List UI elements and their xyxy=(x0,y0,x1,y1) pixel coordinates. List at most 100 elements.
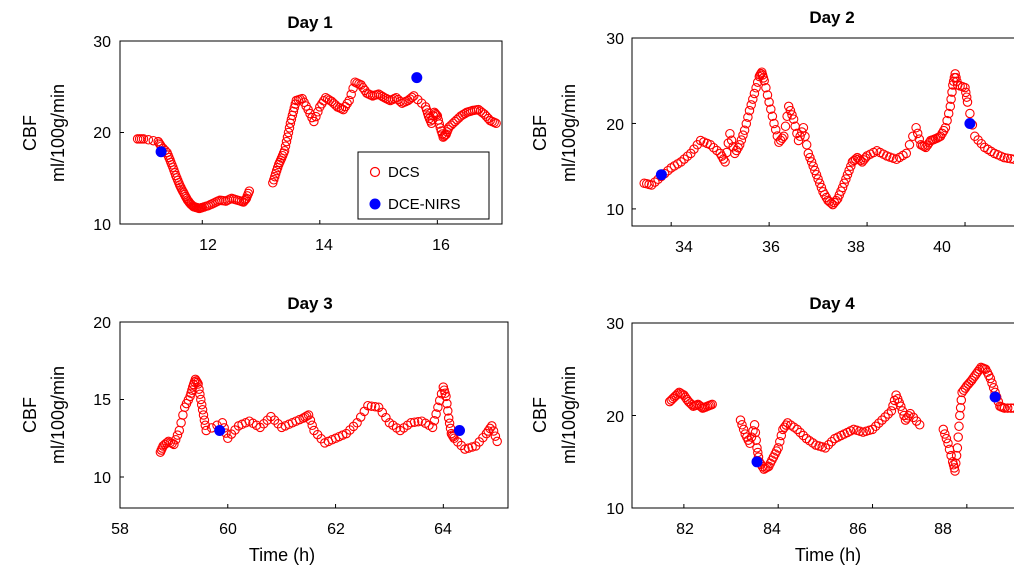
dcs-point xyxy=(177,419,185,427)
legend-dce-nirs-marker xyxy=(370,199,381,210)
legend: DCS DCE-NIRS xyxy=(358,152,489,219)
y-tick-labels: 30 20 10 xyxy=(606,31,624,219)
dcs-point xyxy=(914,129,922,137)
dce-nirs-point xyxy=(214,425,225,436)
y-tick-label: 30 xyxy=(606,316,624,333)
dcs-point xyxy=(179,411,187,419)
dcs-point xyxy=(944,439,952,447)
x-tick-labels: 82 84 86 88 xyxy=(676,521,952,538)
dcs-point xyxy=(738,421,746,429)
dcs-point xyxy=(202,426,210,434)
plot-frame xyxy=(632,323,1014,508)
dcs-point xyxy=(945,445,953,453)
dcs-point xyxy=(952,459,960,467)
dce-nirs-point xyxy=(156,146,167,157)
dce-nirs-point xyxy=(454,425,465,436)
data-marks xyxy=(632,323,1014,508)
y-tick-labels: 30 20 10 xyxy=(606,316,624,518)
y-axis-label: CBF xyxy=(530,397,550,433)
dcs-point xyxy=(752,84,760,92)
y-axis-unit-label: ml/100g/min xyxy=(559,84,579,182)
x-tick-labels: 12 14 16 xyxy=(199,237,450,254)
y-axis-label: CBF xyxy=(530,115,550,151)
x-tick-label: 16 xyxy=(432,237,450,254)
y-tick-labels: 20 15 10 xyxy=(93,315,111,487)
x-tick-label: 86 xyxy=(849,521,867,538)
dcs-point xyxy=(912,124,920,132)
panel-title: Day 4 xyxy=(809,294,855,313)
y-tick-label: 10 xyxy=(93,470,111,487)
dce-nirs-point xyxy=(656,169,667,180)
dcs-point xyxy=(736,416,744,424)
x-axis-label: Time (h) xyxy=(795,545,861,565)
y-tick-label: 20 xyxy=(93,315,111,332)
panel-day-2: Day 2 CBF ml/100g/min 30 20 10 34 36 38 … xyxy=(530,8,1014,256)
dce-nirs-point xyxy=(411,72,422,83)
dcs-point xyxy=(905,141,913,149)
panel-day-3: Day 3 CBF ml/100g/min 20 15 10 58 60 62 … xyxy=(20,294,508,565)
data-marks xyxy=(632,38,1014,226)
y-tick-label: 30 xyxy=(93,34,111,51)
panel-title: Day 1 xyxy=(287,13,332,32)
dcs-point xyxy=(739,131,747,139)
panel-day-4: Day 4 CBF ml/100g/min 30 20 10 82 84 86 … xyxy=(530,294,1014,565)
y-axis-unit-label: ml/100g/min xyxy=(48,366,68,464)
y-axis-label: CBF xyxy=(20,115,40,151)
dcs-point xyxy=(776,438,784,446)
dcs-point xyxy=(491,432,499,440)
x-tick-label: 36 xyxy=(762,239,780,256)
dcs-point xyxy=(955,422,963,430)
panel-title: Day 2 xyxy=(809,8,854,27)
x-tick-label: 34 xyxy=(675,239,693,256)
dcs-point xyxy=(956,404,964,412)
dcs-point xyxy=(749,95,757,103)
y-tick-label: 20 xyxy=(606,117,624,134)
x-tick-label: 60 xyxy=(219,521,237,538)
dcs-point xyxy=(750,421,758,429)
x-tick-label: 40 xyxy=(933,239,951,256)
dcs-point xyxy=(941,430,949,438)
dcs-point xyxy=(956,411,964,419)
dcs-point xyxy=(747,101,755,109)
x-tick-label: 82 xyxy=(676,521,694,538)
x-tick-label: 38 xyxy=(847,239,865,256)
dcs-point xyxy=(739,425,747,433)
dcs-point xyxy=(953,444,961,452)
dcs-point xyxy=(963,98,971,106)
legend-label-dce-nirs: DCE-NIRS xyxy=(388,196,461,213)
dce-nirs-point xyxy=(752,456,763,467)
x-tick-label: 12 xyxy=(199,237,217,254)
y-axis-label: CBF xyxy=(20,397,40,433)
dcs-point xyxy=(343,99,351,107)
x-tick-labels: 34 36 38 40 xyxy=(675,239,951,256)
x-axis-label: Time (h) xyxy=(249,545,315,565)
dcs-point xyxy=(803,141,811,149)
y-tick-label: 15 xyxy=(93,392,111,409)
x-tick-labels: 58 60 62 64 xyxy=(111,521,452,538)
y-tick-label: 10 xyxy=(606,501,624,518)
dcs-point xyxy=(750,89,758,97)
dce-nirs-point xyxy=(990,392,1001,403)
x-tick-label: 88 xyxy=(934,521,952,538)
dcs-point xyxy=(966,109,974,117)
panel-title: Day 3 xyxy=(287,294,332,313)
dcs-point xyxy=(781,122,789,130)
dcs-point xyxy=(308,421,316,429)
y-axis-unit-label: ml/100g/min xyxy=(559,366,579,464)
dcs-point xyxy=(314,108,322,116)
y-axis-unit-label: ml/100g/min xyxy=(48,84,68,182)
dcs-point xyxy=(957,396,965,404)
data-marks xyxy=(120,322,501,508)
dcs-point xyxy=(777,431,785,439)
y-tick-label: 10 xyxy=(606,202,624,219)
x-tick-label: 84 xyxy=(763,521,781,538)
x-tick-label: 14 xyxy=(315,237,333,254)
dcs-point xyxy=(952,451,960,459)
y-tick-labels: 30 20 10 xyxy=(93,34,111,234)
y-tick-label: 20 xyxy=(93,125,111,142)
plot-frame xyxy=(632,38,1014,226)
panel-day-1: Day 1 CBF ml/100g/min 30 20 10 12 14 16 … xyxy=(20,13,502,254)
y-tick-label: 10 xyxy=(93,217,111,234)
dcs-point xyxy=(493,437,501,445)
